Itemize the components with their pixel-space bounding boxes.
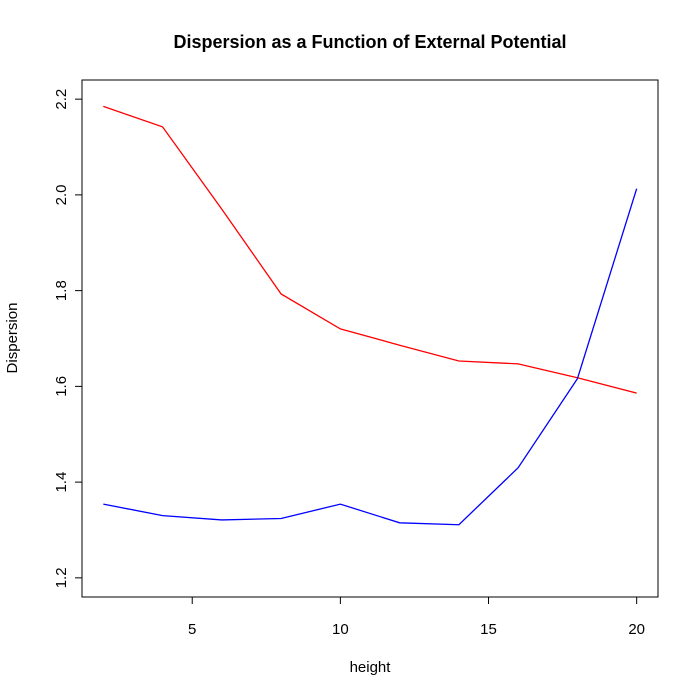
y-tick-label: 1.2 [53,567,70,588]
x-axis-label: height [350,659,392,676]
y-tick-label: 2.2 [53,89,70,110]
y-tick-label: 1.4 [53,472,70,493]
chart-title: Dispersion as a Function of External Pot… [173,32,566,52]
plot-frame [81,79,659,598]
y-tick-label: 1.6 [53,376,70,397]
x-tick-label: 20 [628,621,645,638]
series-line [103,105,637,394]
y-axis-label: Dispersion [4,303,21,374]
y-tick-label: 2.0 [53,184,70,205]
x-tick-label: 10 [332,621,349,638]
x-tick-label: 5 [188,621,196,638]
series-line [103,188,638,526]
y-tick-label: 1.8 [53,280,70,301]
x-tick-label: 15 [480,621,497,638]
